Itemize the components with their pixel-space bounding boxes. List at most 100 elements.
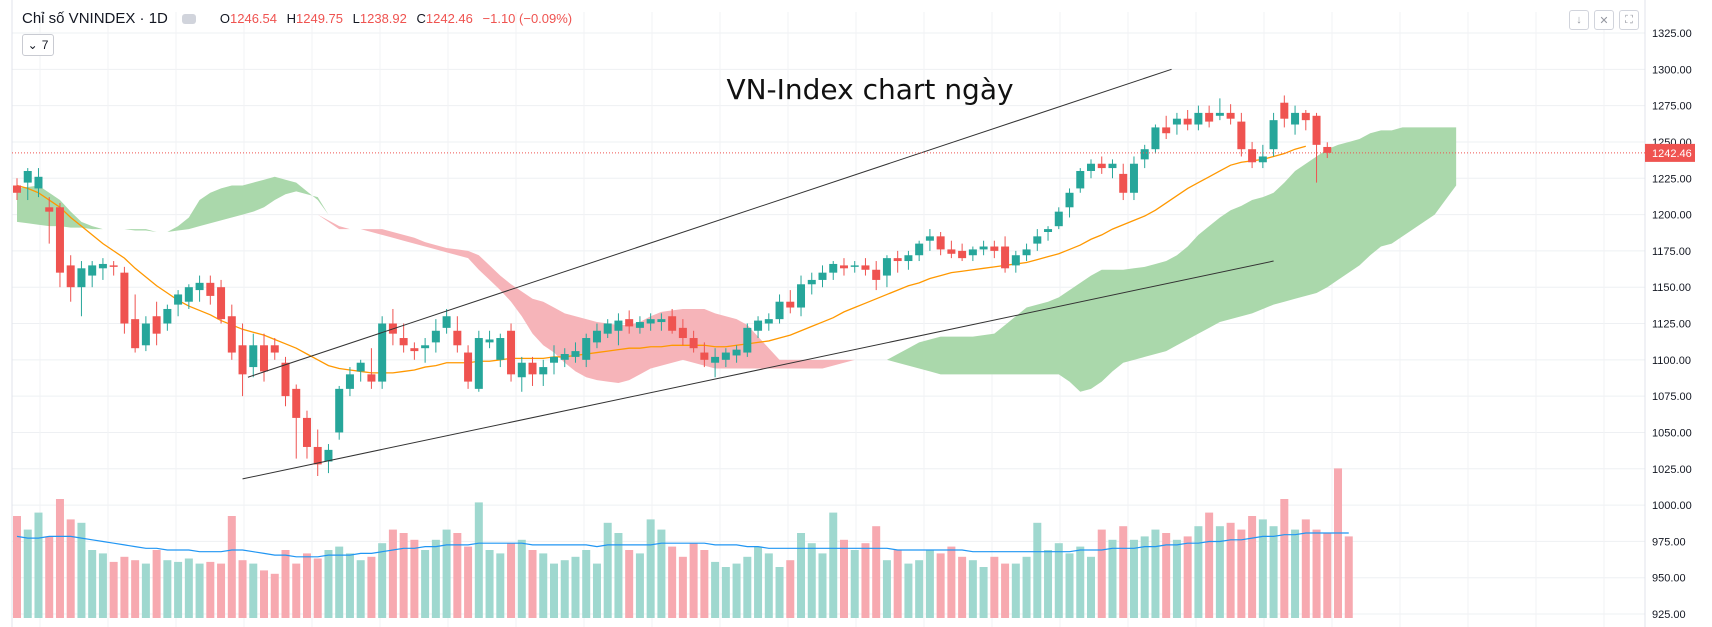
volume-bar bbox=[131, 560, 140, 618]
candle bbox=[1205, 112, 1214, 122]
volume-moving-average-line bbox=[16, 532, 1349, 558]
volume-bar bbox=[646, 519, 655, 618]
y-axis-tick-label: 975.00 bbox=[1652, 536, 1686, 548]
change-value: −1.10 (−0.09%) bbox=[482, 11, 573, 26]
eye-icon[interactable] bbox=[181, 13, 196, 24]
candle bbox=[109, 265, 118, 267]
candle bbox=[968, 249, 977, 256]
volume-bar bbox=[1226, 522, 1235, 618]
candle bbox=[1291, 112, 1300, 125]
volume-bar bbox=[55, 499, 64, 618]
volume-bar bbox=[603, 522, 612, 618]
candle bbox=[431, 330, 440, 343]
volume-bar bbox=[66, 519, 75, 618]
indicators-toggle-button[interactable]: ⌄ 7 bbox=[22, 34, 54, 56]
candle bbox=[195, 282, 204, 291]
volume-bar bbox=[88, 550, 97, 618]
indicators-count: 7 bbox=[41, 38, 49, 52]
volume-bar bbox=[1151, 529, 1160, 618]
candle bbox=[260, 345, 269, 372]
volume-bar bbox=[485, 550, 494, 618]
volume-bar bbox=[1119, 526, 1128, 618]
volume-bar bbox=[882, 560, 891, 618]
candle bbox=[678, 327, 687, 339]
volume-bar bbox=[807, 543, 816, 618]
volume-bar bbox=[1334, 468, 1343, 618]
candle bbox=[1087, 163, 1095, 171]
volume-bar bbox=[979, 567, 988, 618]
candle bbox=[302, 417, 311, 447]
volume-bar bbox=[206, 561, 215, 618]
candle bbox=[786, 301, 795, 308]
scroll-down-icon[interactable]: ↓ bbox=[1569, 10, 1589, 30]
volume-bar bbox=[839, 539, 848, 618]
volume-bar bbox=[399, 533, 408, 618]
candle bbox=[55, 207, 64, 273]
y-axis-tick-label: 1125.00 bbox=[1652, 319, 1691, 331]
volume-bar bbox=[829, 512, 838, 618]
volume-bar bbox=[292, 563, 301, 618]
volume-bar bbox=[1344, 536, 1353, 618]
candle bbox=[34, 176, 43, 189]
volume-bar bbox=[1162, 533, 1171, 618]
volume-bar bbox=[732, 563, 741, 618]
candle bbox=[764, 319, 773, 324]
candle bbox=[936, 236, 945, 250]
candle bbox=[45, 207, 54, 212]
candle bbox=[625, 319, 634, 327]
volume-bar bbox=[1140, 536, 1149, 618]
volume-bar bbox=[313, 558, 322, 618]
candle bbox=[925, 236, 934, 241]
candle bbox=[732, 349, 741, 356]
volume-bar bbox=[775, 567, 784, 618]
candle bbox=[88, 265, 97, 276]
candle bbox=[958, 250, 967, 259]
y-axis-tick-label: 1000.00 bbox=[1652, 500, 1692, 512]
candle bbox=[1044, 229, 1053, 232]
volume-bar bbox=[1248, 516, 1257, 618]
candle bbox=[635, 322, 644, 328]
symbol-label[interactable]: Chỉ số VNINDEX · 1D bbox=[22, 10, 168, 27]
volume-bar bbox=[1065, 553, 1074, 618]
open-value: 1246.54 bbox=[230, 11, 277, 26]
candle bbox=[839, 265, 848, 269]
volume-bar bbox=[217, 563, 226, 618]
volume-bar bbox=[378, 543, 387, 618]
volume-bar bbox=[152, 550, 161, 618]
ichimoku-cloud-bullish bbox=[886, 127, 1457, 392]
candle bbox=[1226, 112, 1235, 119]
volume-bar bbox=[356, 560, 365, 618]
volume-bar bbox=[582, 550, 591, 618]
volume-bar bbox=[657, 529, 666, 618]
chart-title: VN-Index chart ngày bbox=[726, 73, 1014, 106]
chevron-down-icon: ⌄ bbox=[27, 38, 38, 52]
volume-bar bbox=[1097, 529, 1106, 618]
volume-bar bbox=[1044, 550, 1053, 618]
fullscreen-icon[interactable]: ⛶ bbox=[1619, 10, 1639, 30]
candle bbox=[13, 185, 21, 193]
volume-bar bbox=[1108, 539, 1117, 618]
volume-bar bbox=[861, 543, 870, 618]
volume-bar bbox=[1280, 499, 1289, 618]
volume-bar bbox=[227, 516, 236, 618]
close-value: 1242.46 bbox=[425, 11, 473, 26]
volume-bar bbox=[98, 553, 107, 618]
close-icon[interactable]: ✕ bbox=[1594, 10, 1614, 30]
candle bbox=[818, 272, 827, 280]
volume-bar bbox=[721, 567, 730, 618]
candle bbox=[120, 272, 129, 324]
candle bbox=[1258, 156, 1267, 163]
candle bbox=[496, 338, 505, 360]
volume-bar bbox=[324, 550, 333, 618]
candle bbox=[77, 268, 86, 288]
candle bbox=[1312, 115, 1321, 145]
volume-bar bbox=[614, 533, 623, 618]
y-axis-tick-label: 1300.00 bbox=[1652, 64, 1692, 76]
candle bbox=[184, 287, 193, 302]
volume-bar bbox=[270, 573, 279, 618]
candle bbox=[1248, 149, 1257, 163]
volume-bar bbox=[700, 550, 709, 618]
volume-bar bbox=[335, 546, 344, 618]
volume-bar bbox=[1291, 529, 1300, 618]
